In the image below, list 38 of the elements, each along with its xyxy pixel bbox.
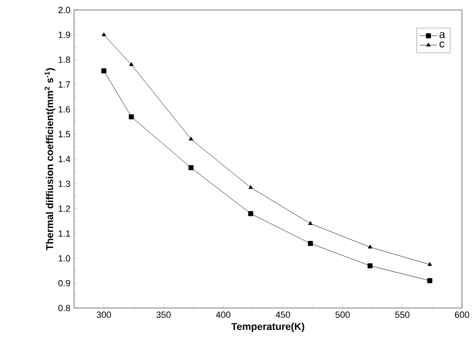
legend-label: c <box>440 41 444 48</box>
x-tick-label: 400 <box>216 312 230 318</box>
x-tick-label: 450 <box>276 312 290 318</box>
x-tick-label: 300 <box>96 312 111 318</box>
point <box>128 114 134 120</box>
y-tick-label: 0.8 <box>58 304 70 312</box>
point <box>427 278 432 284</box>
y-tick-label: 0.9 <box>58 280 70 286</box>
point <box>428 262 432 266</box>
point <box>188 136 194 140</box>
point <box>308 240 313 246</box>
y-tick-label: 2.0 <box>58 6 70 14</box>
y-tick-label: 1.2 <box>58 206 70 212</box>
y-tick-label: 1.9 <box>58 32 70 38</box>
point <box>368 263 373 268</box>
x-tick-label: 500 <box>335 312 350 318</box>
x-tick-label: 550 <box>395 312 410 318</box>
point <box>101 68 106 74</box>
legend-label: a <box>440 32 446 38</box>
y-tick-label: 1.4 <box>58 156 70 162</box>
y-tick-label: 1.6 <box>58 106 70 113</box>
x-tick-label: 350 <box>156 312 171 318</box>
x-axis-title: Temperature(K) <box>231 322 304 332</box>
y-tick-label: 1.7 <box>58 81 70 88</box>
y-tick-label: 1.0 <box>58 255 70 262</box>
y-tick-label: 1.3 <box>58 180 70 188</box>
point <box>188 165 194 170</box>
point <box>248 185 253 189</box>
y-tick-label: 1.1 <box>58 230 70 237</box>
x-tick-label: 600 <box>454 312 470 318</box>
y-tick-label: 1.5 <box>58 131 70 138</box>
point <box>308 221 313 225</box>
point <box>129 62 134 66</box>
point <box>102 32 106 36</box>
y-axis-title: Thermal diffiusion coefficient(mm$^{2}$ s$^{-1}$) <box>44 68 56 250</box>
point <box>368 244 372 248</box>
point <box>248 211 254 216</box>
y-tick-label: 1.8 <box>58 56 70 63</box>
